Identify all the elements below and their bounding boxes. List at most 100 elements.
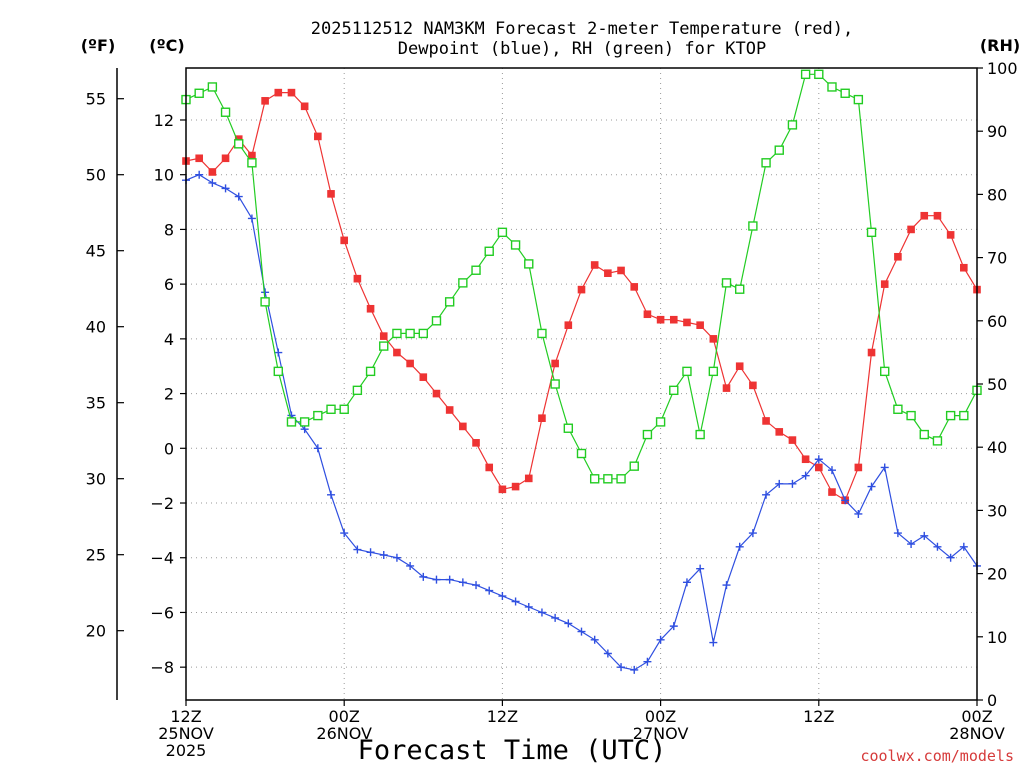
dewpoint-point — [788, 479, 797, 488]
2-meter-temperature-point — [366, 304, 375, 313]
2-meter-temperature-point — [775, 428, 784, 436]
2-meter-temperature-point — [195, 154, 203, 163]
dewpoint-point — [907, 540, 916, 549]
2-meter-temperature-point — [696, 321, 704, 329]
2-meter-temperature-point — [340, 236, 348, 245]
c-tick-label: −6 — [150, 603, 174, 622]
rh-tick-label: 30 — [987, 501, 1007, 520]
relative-humidity-point — [220, 107, 231, 117]
x-tick-label: 12Z — [170, 707, 201, 726]
data-series — [181, 69, 982, 674]
2-meter-temperature-point — [735, 362, 744, 371]
dewpoint-point — [353, 545, 362, 554]
dewpoint-point — [392, 553, 401, 562]
relative-humidity-point — [642, 429, 653, 440]
c-tick-label: −2 — [150, 494, 174, 513]
dewpoint-point — [643, 657, 652, 666]
dewpoint-point — [603, 649, 612, 658]
chart-title-line1: 2025112512 NAM3KM Forecast 2-meter Tempe… — [311, 19, 853, 39]
relative-humidity-point — [484, 246, 494, 256]
dewpoint-point — [445, 575, 454, 584]
dewpoint-point — [920, 531, 929, 540]
x-tick-label: 12Z — [487, 707, 518, 726]
relative-humidity-point — [273, 366, 283, 377]
relative-humidity-point — [774, 145, 784, 155]
2-meter-temperature-point — [683, 318, 691, 327]
c-tick-label: 8 — [164, 220, 174, 239]
2-meter-temperature-point — [590, 261, 599, 269]
relative-humidity-point — [458, 278, 468, 288]
c-tick-label: 4 — [164, 330, 174, 349]
f-tick-label: 35 — [86, 394, 106, 413]
2-meter-temperature-point — [815, 463, 823, 472]
2-meter-temperature-point — [353, 274, 362, 283]
2-meter-temperature-point — [749, 381, 757, 390]
c-tick-label: −8 — [150, 658, 174, 677]
relative-humidity-point — [365, 366, 376, 377]
f-tick-label: 50 — [86, 166, 106, 185]
dewpoint-point — [775, 479, 784, 488]
relative-humidity-point — [524, 259, 534, 269]
2-meter-temperature-point — [287, 88, 296, 97]
relative-humidity-point — [589, 474, 600, 484]
relative-humidity-point — [550, 379, 560, 389]
rh-tick-label: 100 — [987, 59, 1018, 78]
2-meter-temperature-point — [234, 135, 243, 143]
2-meter-temperature-point — [630, 283, 639, 291]
dewpoint-point — [327, 490, 336, 499]
c-tick-label: 2 — [164, 385, 174, 404]
2-meter-temperature-point — [933, 211, 942, 220]
dewpoint-point — [735, 542, 744, 551]
relative-humidity-point — [748, 221, 758, 231]
2-meter-temperature-point — [669, 315, 678, 324]
dewpoint-point — [959, 542, 968, 551]
2-meter-temperature-point — [445, 406, 454, 414]
2-meter-temperature-point — [894, 252, 902, 261]
2-meter-temperature-point — [248, 151, 256, 160]
2-meter-temperature-point — [960, 263, 968, 272]
2-meter-temperature-point — [300, 102, 309, 111]
relative-humidity-point — [708, 366, 719, 377]
2-meter-temperature-point — [880, 280, 889, 288]
relative-humidity-point — [339, 404, 349, 414]
dewpoint-point — [867, 482, 876, 491]
relative-humidity-point — [326, 404, 336, 414]
2-meter-temperature-point — [854, 463, 863, 472]
x-tick-label: 00Z — [645, 707, 676, 726]
relative-humidity-point — [194, 88, 204, 98]
relative-humidity-point — [880, 366, 890, 377]
2-meter-temperature-point — [577, 285, 586, 294]
relative-humidity-point — [576, 448, 587, 459]
dewpoint-point — [801, 471, 810, 480]
x-axis-title: Forecast Time (UTC) — [358, 735, 667, 766]
dewpoint-point — [419, 572, 428, 581]
2-meter-temperature-point — [419, 373, 428, 381]
dewpoint-point — [498, 592, 507, 601]
2-meter-temperature-point — [221, 154, 230, 163]
dewpoint-point — [432, 575, 441, 584]
2-meter-temperature-point — [907, 225, 915, 234]
dewpoint-point — [814, 455, 823, 464]
relative-humidity-point — [431, 316, 442, 326]
relative-humidity-point — [827, 82, 837, 92]
2-meter-temperature-point — [762, 417, 770, 425]
dewpoint-point — [537, 608, 546, 617]
dewpoint-point — [933, 542, 942, 551]
relative-humidity-point — [497, 227, 508, 238]
x-tick-label: 00Z — [329, 707, 360, 726]
2-meter-temperature-point — [788, 436, 797, 444]
relative-humidity-point — [392, 328, 402, 339]
fahrenheit-axis-label: (ºF) — [81, 36, 116, 55]
x-tick-label: 00Z — [961, 707, 992, 726]
credit-text[interactable]: coolwx.com/models — [860, 747, 1014, 765]
rh-tick-label: 20 — [987, 565, 1007, 584]
relative-humidity-point — [616, 474, 626, 484]
c-tick-label: 12 — [154, 111, 174, 130]
celsius-axis-label: (ºC) — [149, 36, 184, 55]
relative-humidity-point — [207, 82, 218, 92]
relative-humidity-point — [471, 265, 481, 275]
plot-frame — [185, 67, 978, 701]
dewpoint-point — [551, 613, 560, 622]
2-meter-temperature-point — [643, 310, 652, 319]
